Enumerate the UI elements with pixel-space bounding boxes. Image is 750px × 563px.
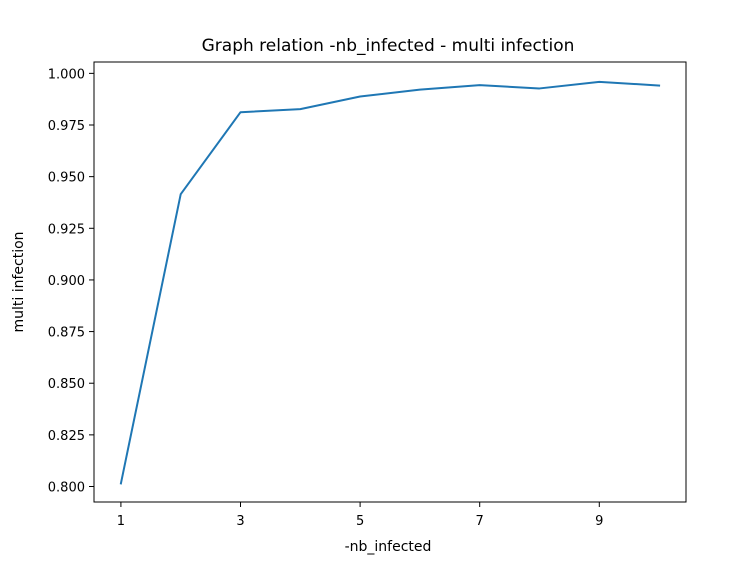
x-tick-label: 1	[117, 514, 125, 529]
x-axis: 1 3 5 7 9	[117, 502, 603, 529]
y-tick-label: 0.800	[48, 481, 85, 496]
chart-title: Graph relation -nb_infected - multi infe…	[202, 36, 575, 56]
y-tick-label: 0.925	[48, 222, 85, 237]
plot-area	[119, 80, 661, 485]
y-tick-label: 0.900	[48, 274, 85, 289]
x-tick-label: 9	[595, 514, 603, 529]
x-tick-label: 5	[356, 514, 364, 529]
plot-frame	[93, 61, 687, 503]
y-tick-label: 0.850	[48, 377, 85, 392]
y-tick-label: 1.000	[48, 67, 85, 82]
y-axis: 0.800 0.825 0.850 0.875 0.900 0.925 0.950 0.975…	[48, 67, 94, 496]
y-tick-label: 0.825	[48, 429, 85, 444]
y-tick-label: 0.875	[48, 326, 85, 341]
y-tick-label: 0.975	[48, 119, 85, 134]
series-line-0	[119, 80, 661, 485]
x-axis-label: -nb_infected	[345, 539, 432, 555]
x-tick-label: 3	[236, 514, 244, 529]
y-axis-label: multi infection	[11, 231, 27, 332]
y-tick-label: 0.950	[48, 171, 85, 186]
x-tick-label: 7	[476, 514, 484, 529]
